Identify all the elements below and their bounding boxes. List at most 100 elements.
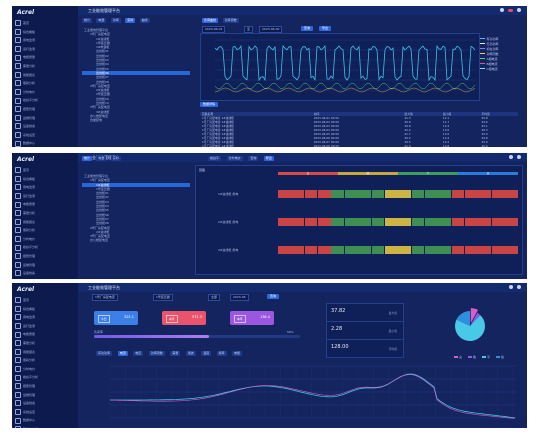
nav-item[interactable]: 运维管理 <box>15 114 76 123</box>
nav-item[interactable]: 综合看板 <box>15 175 76 184</box>
tou-cell[interactable] <box>491 190 505 198</box>
nav-item[interactable]: 首页 <box>15 296 76 305</box>
tou-cell[interactable] <box>291 246 305 254</box>
summary-card[interactable]: 本年 138.4 <box>230 311 274 325</box>
tree-node[interactable]: 2号变压器 <box>96 92 110 97</box>
nav-item[interactable]: 能耗分析 <box>15 226 76 235</box>
nav-item[interactable]: 运行监测 <box>15 192 76 201</box>
tree-node[interactable]: 出线柜01 <box>96 191 109 196</box>
table-row[interactable]: 1号厂房配电室 1#进线柜 2023-06-01 00:00 41.3 12.1 25.… <box>200 116 518 120</box>
tou-cell[interactable] <box>491 218 505 226</box>
tou-cell[interactable] <box>318 246 331 254</box>
legend-item[interactable]: A相电流 <box>480 56 518 61</box>
nav-item[interactable]: 电能质量 <box>15 330 76 339</box>
tree-node[interactable]: 1#电容柜 <box>96 45 110 50</box>
tou-cell[interactable] <box>398 218 411 226</box>
chart-tab[interactable]: 需量 <box>170 351 181 356</box>
tree-node[interactable]: 食堂配电 <box>90 118 103 123</box>
tree-node[interactable]: 1号变压器 <box>96 40 110 45</box>
nav-item[interactable]: 用电监测 <box>15 36 76 45</box>
chart-tab[interactable]: 频率 <box>216 351 227 356</box>
nav-item[interactable]: 运行监测 <box>15 45 76 54</box>
tab-1[interactable]: 功率因数 <box>222 18 239 23</box>
tree-node[interactable]: 出线柜03 <box>96 58 109 63</box>
tree-node[interactable]: 出线柜10 <box>96 101 109 106</box>
tree-node[interactable]: 1号厂房配电室 <box>90 178 110 183</box>
table-row[interactable]: 1号厂房配电室 1#进线柜 2023-06-05 00:00 41.7 12.6 25.… <box>200 132 518 136</box>
tou-cell[interactable] <box>331 218 345 226</box>
nav-item[interactable]: 电能质量 <box>15 200 76 209</box>
tou-cell[interactable] <box>384 190 398 198</box>
tree-node[interactable]: 出线柜02 <box>96 53 109 58</box>
legend-item[interactable]: 有功功率 <box>480 36 518 41</box>
nav-item[interactable]: 设备档案 <box>15 399 76 408</box>
filter-4[interactable]: 查询 <box>267 294 280 299</box>
tou-cell[interactable] <box>278 190 291 198</box>
tree-node[interactable]: 出线柜08 <box>96 221 109 226</box>
tree-node[interactable]: 1号厂房配电室 <box>90 32 110 37</box>
tou-cell[interactable] <box>291 190 305 198</box>
tree-node[interactable]: 1号变压器 <box>96 186 110 191</box>
nav-item[interactable]: 运维管理 <box>15 391 76 400</box>
nav-item[interactable]: 运行监测 <box>15 322 76 331</box>
nav-item[interactable]: 设备档案 <box>15 269 76 278</box>
table-row[interactable]: 1号厂房配电室 1#进线柜 2023-06-03 00:00 39.8 12.4 25.… <box>200 124 518 128</box>
settings-icon[interactable] <box>517 155 521 159</box>
chart-tab[interactable]: 有功功率 <box>96 351 113 356</box>
tou-cell[interactable] <box>331 246 345 254</box>
tree-node[interactable]: 出线柜02 <box>96 195 109 200</box>
nav-item[interactable]: 分时电价 <box>15 88 76 97</box>
pie-legend-item[interactable]: 尖 <box>454 355 462 359</box>
tou-cell[interactable] <box>505 190 518 198</box>
tab-0[interactable]: 峰谷平 <box>208 156 222 161</box>
tou-cell[interactable] <box>318 190 331 198</box>
tree-node[interactable]: 3号厂房配电室 <box>90 234 110 239</box>
tab-3[interactable]: 导出 <box>263 156 274 161</box>
tou-cell[interactable] <box>398 246 411 254</box>
tou-cell[interactable] <box>438 218 452 226</box>
tou-cell[interactable] <box>478 190 492 198</box>
tab-2[interactable]: 查询 <box>248 156 259 161</box>
tab-1[interactable]: 电量 <box>96 18 107 23</box>
summary-card[interactable]: 本月 572.3 <box>162 311 206 325</box>
tou-cell[interactable] <box>318 218 331 226</box>
user-avatar[interactable] <box>509 285 513 289</box>
pie-legend-item[interactable]: 谷 <box>496 355 504 359</box>
nav-item[interactable]: 数据中心 <box>15 416 76 425</box>
legend-item[interactable]: 视在功率 <box>480 46 518 51</box>
tou-cell[interactable] <box>465 218 478 226</box>
tou-cell[interactable] <box>384 246 398 254</box>
tou-cell[interactable] <box>371 190 385 198</box>
nav-item[interactable]: 用电监测 <box>15 183 76 192</box>
tree-node[interactable]: 2号厂房配电室 <box>90 83 110 88</box>
tou-cell[interactable] <box>344 246 358 254</box>
nav-item[interactable]: 数据中心 <box>15 139 76 147</box>
nav-item[interactable]: 峰谷平分析 <box>15 96 76 105</box>
tree-node[interactable]: 出线柜07 <box>96 216 109 221</box>
tou-cell[interactable] <box>491 246 505 254</box>
nav-item[interactable]: 能耗分析 <box>15 356 76 365</box>
nav-item[interactable]: 报警管理 <box>15 252 76 261</box>
tree-node[interactable]: 2#进线柜 <box>96 88 110 93</box>
tou-cell[interactable] <box>278 246 291 254</box>
tab-0[interactable]: 统计 <box>82 18 93 23</box>
tree-node[interactable]: 出线柜06 <box>96 212 109 217</box>
filter-3[interactable]: 查询 <box>301 26 314 31</box>
tree-node[interactable]: 3#进线柜 <box>96 109 110 114</box>
filter-0[interactable]: 2023-06-01 <box>202 26 226 33</box>
tou-cell[interactable] <box>371 218 385 226</box>
nav-item[interactable]: 用能报表 <box>15 348 76 357</box>
legend-item[interactable]: B相电流 <box>480 61 518 66</box>
nav-item[interactable]: 用电监测 <box>15 313 76 322</box>
nav-item[interactable]: 首页 <box>15 166 76 175</box>
tou-cell[interactable] <box>424 246 438 254</box>
table-row[interactable]: 1号厂房配电室 1#进线柜 2023-06-06 00:00 40.2 11.9 24.… <box>200 136 518 140</box>
tree-node[interactable]: 办公楼配电室 <box>90 238 109 243</box>
tou-cell[interactable] <box>344 218 358 226</box>
chart-tab[interactable]: 功率因数 <box>148 351 165 356</box>
tree-node[interactable]: 2号厂房配电室 <box>90 225 110 230</box>
tab-1[interactable]: 分时电价 <box>226 156 243 161</box>
summary-card[interactable]: 今日 325.1 <box>94 311 138 325</box>
nav-item[interactable]: 系统设置 <box>15 131 76 140</box>
tou-cell[interactable] <box>478 218 492 226</box>
